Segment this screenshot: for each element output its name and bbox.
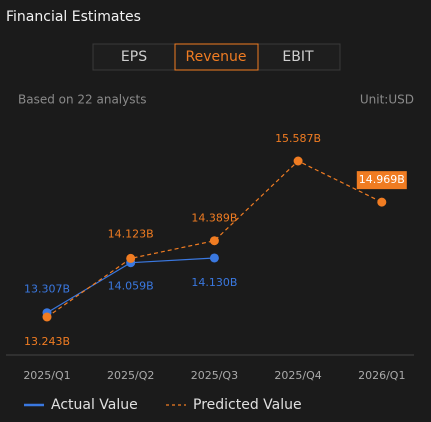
tab[interactable]: EPS	[121, 49, 147, 65]
note: Based on 22 analysts	[18, 93, 146, 107]
value-label: 14.130B	[191, 276, 237, 289]
title: Financial Estimates	[6, 9, 141, 25]
x-tick-label: 2025/Q4	[274, 369, 321, 382]
x-tick-label: 2025/Q1	[23, 369, 70, 382]
point	[126, 253, 136, 263]
value-label: 14.389B	[191, 212, 237, 225]
legend-label: Actual Value	[51, 397, 138, 413]
tab[interactable]: Revenue	[186, 49, 247, 65]
point	[209, 236, 219, 246]
point	[209, 253, 219, 263]
point	[42, 312, 52, 322]
unit: Unit:USD	[360, 93, 414, 107]
point	[377, 197, 387, 207]
tab-active-border	[174, 43, 259, 71]
point	[293, 156, 303, 166]
value-label: 15.587B	[275, 132, 321, 145]
value-label: 14.059B	[108, 280, 154, 293]
value-label: 13.243B	[24, 335, 70, 348]
x-tick-label: 2025/Q2	[107, 369, 154, 382]
x-tick-label: 2025/Q3	[191, 369, 238, 382]
legend-label: Predicted Value	[193, 397, 302, 413]
value-label: 14.969B	[359, 173, 405, 186]
value-label: 14.123B	[108, 227, 154, 240]
label-badge	[356, 171, 407, 190]
tab[interactable]: EBIT	[282, 49, 314, 65]
value-label: 13.307B	[24, 283, 70, 296]
x-tick-label: 2026/Q1	[358, 369, 405, 382]
